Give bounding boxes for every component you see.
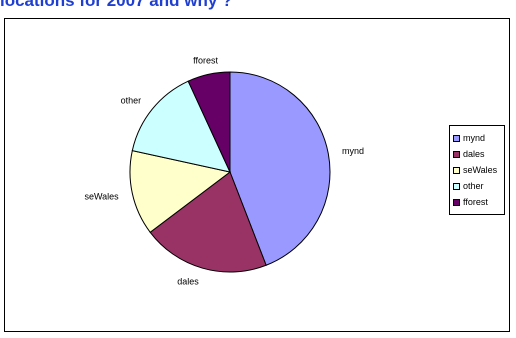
pie-slice-seWales — [129, 150, 232, 233]
pie-slice-fforest — [187, 71, 231, 173]
legend-item-dales: dales — [453, 146, 504, 162]
chart-title: locations for 2007 and why ? — [0, 0, 233, 10]
slice-label-seWales: seWales — [84, 191, 119, 201]
slice-label-other: other — [121, 96, 142, 106]
slice-label-fforest: fforest — [193, 56, 218, 66]
chart-area — [4, 18, 510, 332]
legend-item-mynd: mynd — [453, 130, 504, 146]
pie-slice-dales — [149, 171, 267, 273]
legend-label-seWales: seWales — [463, 165, 498, 175]
pie-slice-mynd — [229, 71, 331, 266]
legend-swatch-mynd — [453, 134, 460, 142]
legend-swatch-seWales — [453, 166, 460, 174]
legend-item-fforest: fforest — [453, 194, 504, 210]
legend-label-dales: dales — [463, 149, 485, 159]
legend: mynd dales seWales other fforest — [449, 125, 505, 215]
legend-swatch-fforest — [453, 198, 460, 206]
slice-label-mynd: mynd — [342, 146, 364, 156]
legend-label-fforest: fforest — [463, 197, 488, 207]
legend-swatch-dales — [453, 150, 460, 158]
legend-label-mynd: mynd — [463, 133, 486, 143]
slice-label-dales: dales — [177, 277, 199, 287]
legend-swatch-other — [453, 182, 460, 190]
legend-item-other: other — [453, 178, 504, 194]
legend-label-other: other — [463, 181, 484, 191]
legend-item-seWales: seWales — [453, 162, 504, 178]
pie-slice-other — [131, 80, 231, 173]
